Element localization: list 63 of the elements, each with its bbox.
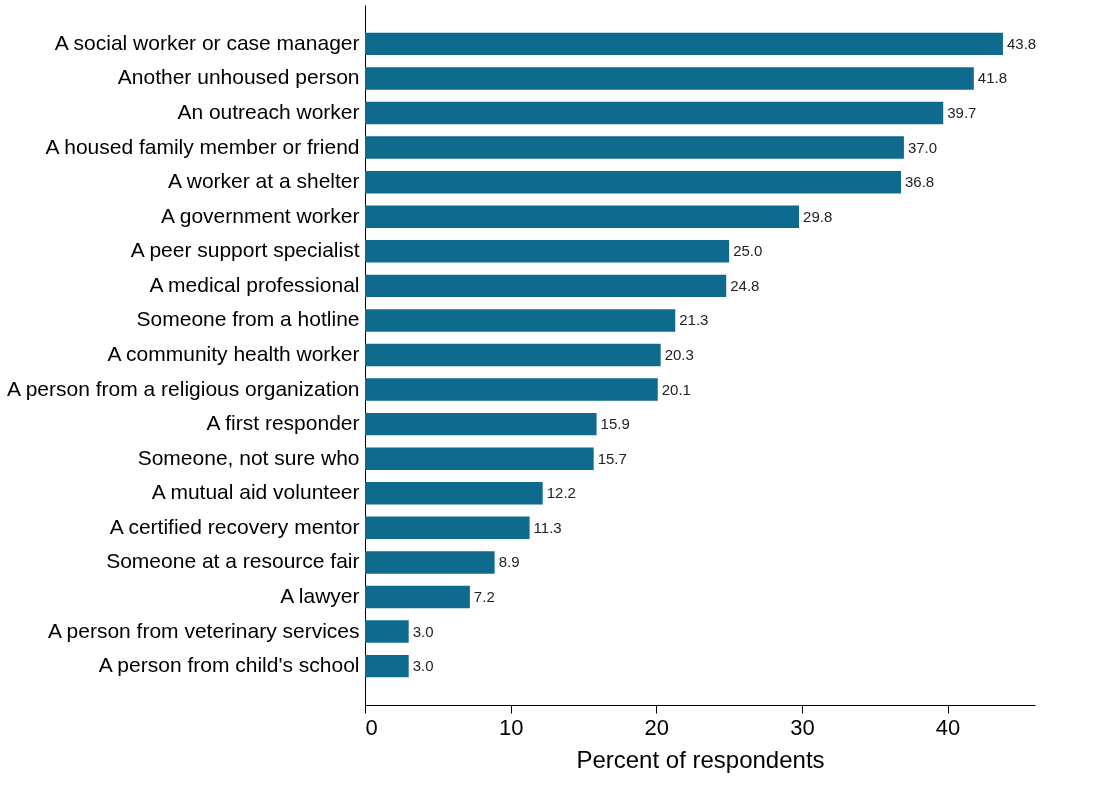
y-tick-label: A lawyer: [280, 583, 360, 607]
data-label: 36.8: [905, 173, 935, 191]
data-label: 43.8: [1006, 34, 1037, 52]
data-label: 20.3: [664, 346, 694, 363]
y-tick-label: A person from a religious organization: [6, 376, 360, 400]
bar: [365, 516, 530, 540]
bar: [365, 482, 543, 505]
x-tick-label: 0: [365, 714, 378, 740]
y-tick-label: Someone, not sure who: [137, 445, 360, 469]
bar: [365, 240, 730, 263]
data-label: 15.9: [600, 415, 630, 433]
data-label: 8.9: [498, 553, 520, 571]
bar: [365, 585, 470, 609]
y-tick-label: A medical professional: [149, 272, 360, 296]
y-tick-label: Someone at a resource fair: [106, 549, 360, 573]
x-tick-label: 40: [935, 714, 961, 740]
data-label: 12.2: [546, 484, 576, 502]
bar: [365, 274, 727, 298]
data-label: 7.2: [473, 587, 495, 605]
y-tick-label: A housed family member or friend: [45, 134, 360, 158]
data-label: 20.1: [661, 380, 691, 398]
x-tick-label: 30: [790, 714, 815, 740]
bar: [365, 620, 409, 643]
bar: [365, 378, 658, 401]
y-tick-label: A government worker: [161, 203, 360, 227]
data-label: 41.8: [977, 69, 1008, 87]
y-tick-label: A community health worker: [107, 342, 360, 365]
data-label: 39.7: [947, 104, 977, 122]
data-label: 37.0: [907, 138, 938, 156]
y-tick-label: A social worker or case manager: [54, 30, 360, 54]
y-tick-label: A worker at a shelter: [168, 169, 360, 193]
data-label: 29.8: [803, 207, 833, 225]
y-tick-label: A certified recovery mentor: [109, 514, 360, 538]
y-tick-label: A person from child's school: [98, 653, 360, 677]
x-tick-label: 20: [644, 714, 670, 740]
bar: [365, 412, 597, 436]
bar: [365, 551, 495, 574]
bar: [365, 309, 676, 332]
y-tick-label: An outreach worker: [177, 100, 360, 124]
bar: [365, 343, 661, 367]
bar: [365, 170, 901, 194]
x-tick-label: 10: [498, 714, 524, 740]
x-axis-title: Percent of respondents: [576, 745, 825, 773]
y-tick-label: A mutual aid volunteer: [151, 480, 360, 504]
bar: [365, 32, 1003, 56]
data-label: 3.0: [412, 657, 434, 675]
data-label: 25.0: [733, 242, 763, 260]
bar: [365, 654, 409, 678]
bar: [365, 447, 594, 470]
y-tick-label: A peer support specialist: [130, 238, 360, 262]
y-tick-label: Another unhoused person: [117, 65, 360, 89]
data-label: 3.0: [412, 622, 434, 640]
bar: [365, 205, 800, 228]
data-label: 11.3: [533, 518, 562, 536]
y-tick-label: Someone from a hotline: [136, 307, 360, 331]
y-tick-label: A person from veterinary services: [47, 618, 360, 642]
data-label: 24.8: [730, 276, 760, 294]
data-label: 15.7: [597, 449, 627, 467]
bar: [365, 101, 944, 125]
data-label: 21.3: [679, 311, 709, 329]
bar: [365, 67, 974, 90]
bar: [365, 136, 904, 159]
y-tick-label: A first responder: [206, 411, 360, 435]
